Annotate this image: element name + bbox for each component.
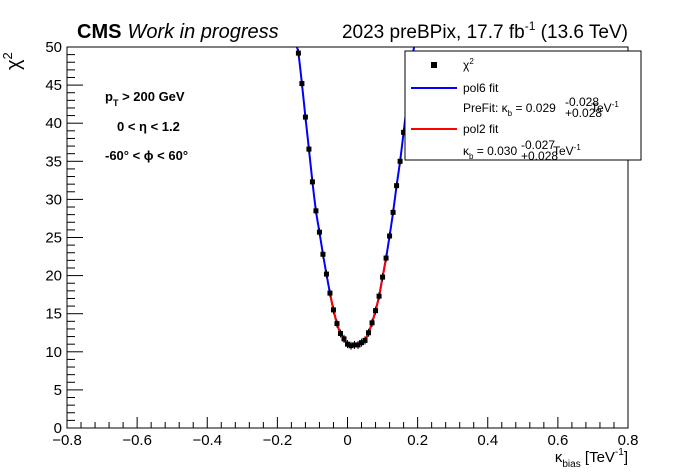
legend-pol2: pol2 fit bbox=[463, 122, 499, 136]
legend-pol6: pol6 fit bbox=[463, 81, 499, 95]
legend-result-value: = 0.030 bbox=[473, 144, 517, 158]
x-axis-label-base: κ bbox=[555, 449, 563, 466]
cut-pt-rest: > 200 GeV bbox=[118, 89, 184, 104]
header-line: CMS Work in progress bbox=[77, 21, 279, 43]
legend-result-sup: -0.027 bbox=[521, 138, 555, 152]
x-tick-label: 0.8 bbox=[618, 432, 639, 449]
run-info-sup: -1 bbox=[525, 19, 536, 33]
y-tick-label: 45 bbox=[45, 77, 62, 94]
y-tick-label: 50 bbox=[45, 39, 62, 56]
energy-text: (13.6 TeV) bbox=[535, 22, 628, 43]
y-tick-label: 5 bbox=[54, 382, 62, 399]
legend-chi2-base: χ bbox=[463, 58, 470, 72]
y-tick-label: 35 bbox=[45, 153, 62, 170]
x-axis-label-unit-sup: -1 bbox=[615, 447, 624, 458]
x-tick-label: 0 bbox=[343, 432, 351, 449]
y-axis: 0 5 10 15 20 25 30 35 40 45 50 bbox=[45, 39, 83, 437]
legend-result: κb = 0.030 bbox=[463, 144, 517, 161]
run-info-text: 2023 preBPix, 17.7 fb bbox=[342, 22, 525, 43]
x-tick-label: 0.6 bbox=[547, 432, 568, 449]
cut-pt-p: p bbox=[105, 89, 113, 104]
legend-result-unit: TeV-1 bbox=[553, 143, 581, 158]
y-tick-label: 25 bbox=[45, 230, 62, 247]
y-tick-label: 10 bbox=[45, 344, 62, 361]
legend-box bbox=[404, 50, 642, 161]
legend-result-low: +0.028 bbox=[521, 149, 558, 163]
cut-pt-sub: T bbox=[113, 98, 119, 108]
legend-result-sub: b bbox=[469, 152, 474, 161]
y-tick-label: 0 bbox=[54, 420, 62, 437]
legend-prefit-value: = 0.029 bbox=[512, 101, 556, 115]
cut-phi: -60° < ϕ < 60° bbox=[105, 148, 188, 163]
cut-eta: 0 < η < 1.2 bbox=[117, 119, 180, 134]
fit-curves bbox=[295, 46, 416, 347]
legend-chi2-sup: 2 bbox=[469, 57, 474, 66]
legend-prefit-unit-text: TeV bbox=[591, 101, 612, 115]
legend-prefit-unit: TeV-1 bbox=[591, 100, 619, 115]
legend: χ2 pol6 fit PreFit: κb = 0.029 -0.028 +0… bbox=[404, 50, 642, 163]
run-info-label: 2023 preBPix, 17.7 fb-1 (13.6 TeV) bbox=[342, 19, 628, 43]
pol6-fit-curve bbox=[295, 46, 416, 347]
legend-prefit-sub: b bbox=[508, 109, 513, 118]
experiment-label: CMS bbox=[77, 21, 121, 43]
x-tick-label: −0.6 bbox=[122, 432, 152, 449]
x-tick-label: 0.4 bbox=[477, 432, 498, 449]
legend-prefit-sup: -0.028 bbox=[565, 95, 599, 109]
legend-result-unit-sup: -1 bbox=[574, 143, 582, 152]
x-tick-label: −0.2 bbox=[263, 432, 293, 449]
y-tick-label: 15 bbox=[45, 306, 62, 323]
y-tick-label: 20 bbox=[45, 268, 62, 285]
x-axis-label-sub: bias bbox=[562, 459, 580, 470]
x-tick-label: −0.4 bbox=[192, 432, 222, 449]
legend-prefit-low: +0.028 bbox=[565, 106, 602, 120]
legend-marker-chi2 bbox=[431, 62, 437, 68]
x-axis-label-close: ] bbox=[624, 449, 628, 466]
cut-pt: pT > 200 GeV bbox=[105, 89, 185, 108]
y-axis-label-base: χ bbox=[3, 59, 25, 70]
x-axis-label-unit: [TeV bbox=[581, 449, 615, 466]
y-tick-label: 30 bbox=[45, 191, 62, 208]
legend-prefit: PreFit: κb = 0.029 bbox=[463, 101, 556, 118]
legend-result-unit-text: TeV bbox=[553, 144, 574, 158]
x-tick-label: 0.2 bbox=[407, 432, 428, 449]
x-axis-label: κbias [TeV-1] bbox=[555, 447, 628, 470]
legend-prefit-unit-sup: -1 bbox=[612, 100, 620, 109]
legend-prefit-prefix: PreFit: κ bbox=[463, 101, 509, 115]
y-tick-label: 40 bbox=[45, 115, 62, 132]
y-axis-label-sup: 2 bbox=[0, 52, 15, 59]
status-label: Work in progress bbox=[127, 21, 278, 43]
legend-chi2: χ2 bbox=[463, 57, 474, 72]
y-axis-label: χ2 bbox=[0, 52, 25, 70]
legend-result-prefix: κ bbox=[463, 144, 470, 158]
x-tick-label: −0.8 bbox=[52, 432, 82, 449]
x-axis: −0.8 −0.6 −0.4 −0.2 0 0.2 0.4 0.6 0.8 bbox=[52, 417, 638, 449]
